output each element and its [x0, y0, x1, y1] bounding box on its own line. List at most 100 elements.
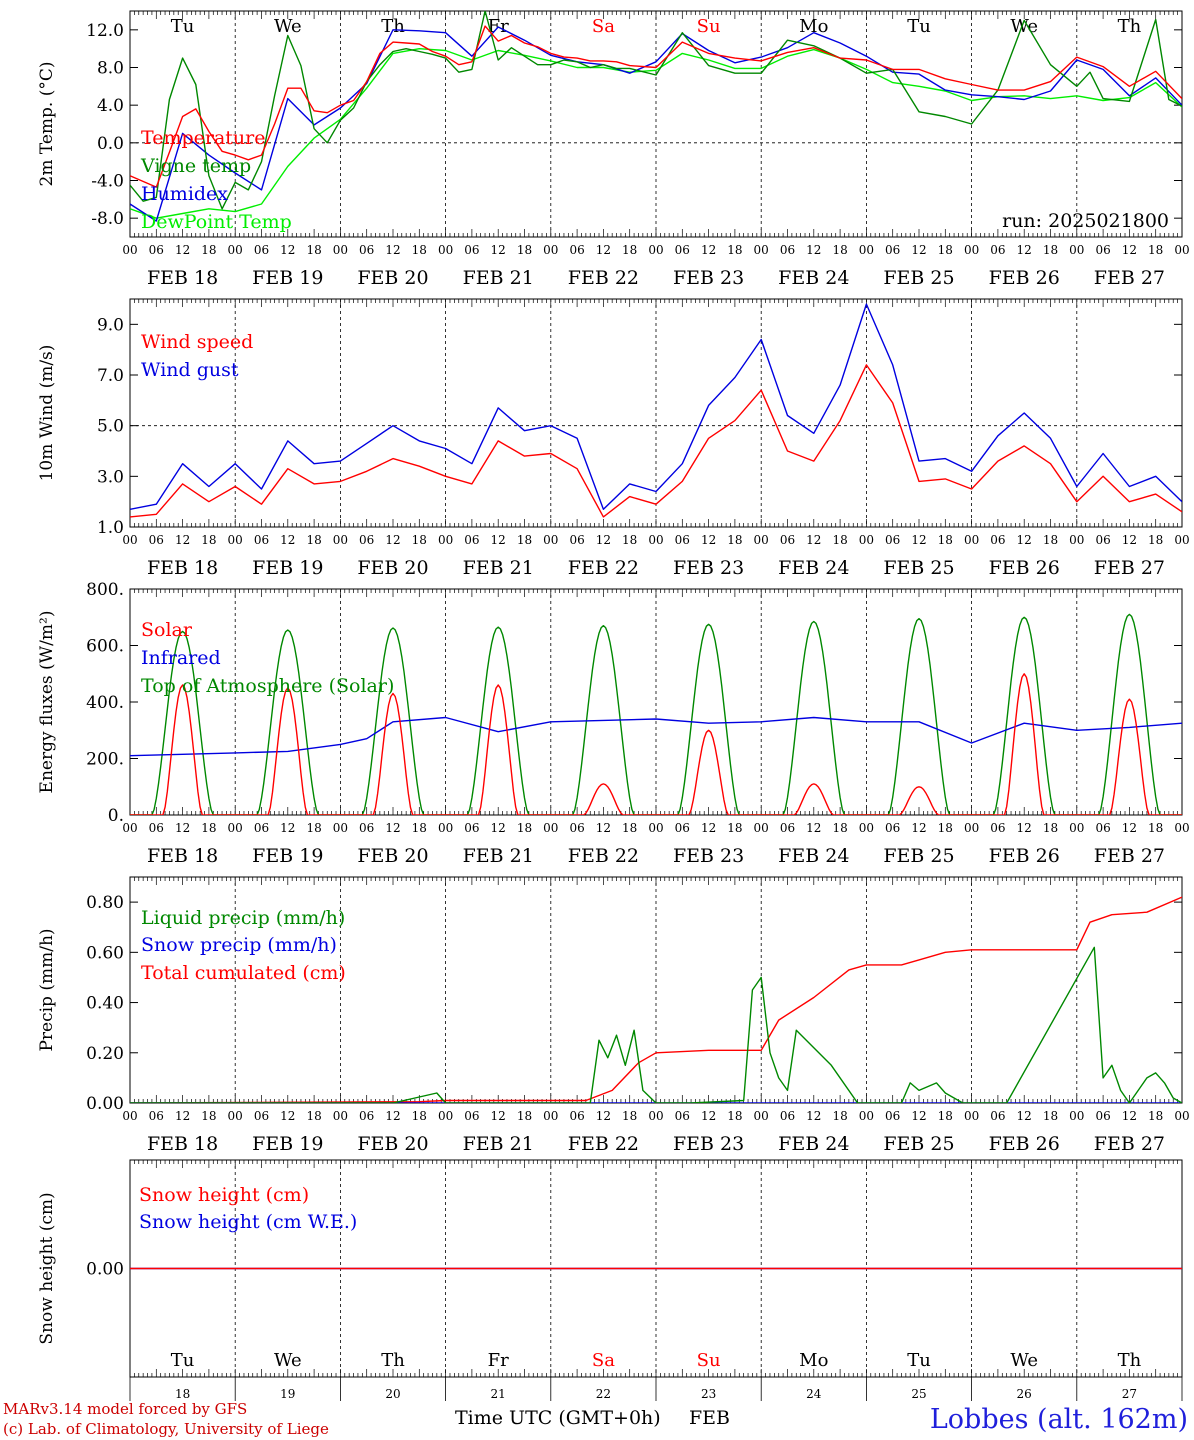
y-tick-label: 5.0: [97, 417, 124, 437]
legend-entry: Vigne temp: [140, 155, 251, 177]
month-label: FEB: [689, 1407, 730, 1429]
hour-label: 18: [832, 533, 847, 547]
hour-label: 00: [859, 243, 874, 257]
y-tick-label: -8.0: [91, 209, 124, 229]
hour-label: 12: [1122, 821, 1137, 835]
day-name: Th: [1118, 16, 1142, 37]
hour-label: 00: [122, 821, 137, 835]
day-number: 20: [385, 1387, 400, 1401]
hour-label: 12: [385, 533, 400, 547]
hour-label: 18: [412, 243, 427, 257]
hour-label: 12: [911, 1109, 926, 1123]
hour-label: 06: [885, 533, 900, 547]
hour-label: 00: [754, 821, 769, 835]
hour-label: 06: [149, 821, 164, 835]
hour-label: 06: [780, 533, 795, 547]
hour-label: 00: [1174, 1109, 1189, 1123]
y-tick-label: 9.0: [97, 315, 124, 335]
hour-label: 00: [1069, 533, 1084, 547]
day-name: Su: [697, 1350, 721, 1371]
hour-label: 06: [780, 1109, 795, 1123]
day-name: Tu: [907, 16, 931, 37]
date-label: FEB 20: [357, 557, 428, 579]
hour-label: 12: [175, 1109, 190, 1123]
legend-entry: DewPoint Temp: [141, 211, 292, 233]
date-label: FEB 22: [568, 845, 639, 867]
hour-label: 06: [780, 821, 795, 835]
hour-label: 12: [701, 821, 716, 835]
hour-label: 00: [333, 821, 348, 835]
series-group: [130, 303, 1182, 518]
hour-label: 00: [859, 1109, 874, 1123]
hour-label: 12: [1122, 243, 1137, 257]
hour-label: 18: [412, 821, 427, 835]
date-label: FEB 19: [252, 557, 323, 579]
hour-label: 12: [385, 243, 400, 257]
series-line-wind-gust: [130, 303, 1182, 510]
legend-entry: Snow height (cm): [139, 1184, 309, 1206]
date-label: FEB 24: [778, 1133, 849, 1155]
hour-label: 00: [1174, 821, 1189, 835]
x-axis-title: Time UTC (GMT+0h): [455, 1407, 661, 1429]
hour-label: 06: [464, 533, 479, 547]
hour-label: 18: [306, 243, 321, 257]
hour-label: 00: [333, 243, 348, 257]
date-label: FEB 19: [252, 267, 323, 289]
date-label: FEB 22: [568, 557, 639, 579]
date-label: FEB 26: [989, 557, 1060, 579]
hour-label: 00: [1069, 243, 1084, 257]
hour-label: 12: [1122, 1109, 1137, 1123]
panel-1: 12.0 8.0 4.0 0.0 -4.0 -8.0 2m Temp. (°C) 00 06 12…: [37, 10, 1190, 289]
date-label: FEB 27: [1094, 845, 1165, 867]
hour-label: 00: [1069, 1109, 1084, 1123]
y-tick-label: 0.00: [86, 1260, 124, 1280]
hour-label: 12: [701, 1109, 716, 1123]
panel-5: 0.00 Snow height (cm) Tu We Th Fr Sa Su Mo Tu We Th…: [37, 1159, 1183, 1401]
hour-label: 00: [648, 533, 663, 547]
day-number: 27: [1122, 1387, 1137, 1401]
hour-label: 12: [280, 821, 295, 835]
legend-entry: Wind speed: [141, 331, 253, 353]
day-name: Th: [381, 16, 405, 37]
date-label: FEB 18: [147, 1133, 218, 1155]
hour-label: 12: [596, 1109, 611, 1123]
hour-label: 00: [228, 533, 243, 547]
hour-label: 00: [228, 1109, 243, 1123]
hour-label: 18: [727, 243, 742, 257]
legend-entry: Total cumulated (cm): [141, 962, 346, 984]
hour-label: 18: [938, 1109, 953, 1123]
hour-label: 12: [1017, 821, 1032, 835]
hour-label: 00: [859, 533, 874, 547]
hour-label: 06: [675, 821, 690, 835]
date-label: FEB 23: [673, 267, 744, 289]
date-label: FEB 26: [989, 845, 1060, 867]
y-tick-label: 0.20: [86, 1044, 124, 1064]
hour-label: 18: [306, 1109, 321, 1123]
y-tick-label: 7.0: [97, 366, 124, 386]
hour-label: 18: [622, 533, 637, 547]
hour-label: 00: [964, 1109, 979, 1123]
hour-label: 06: [149, 533, 164, 547]
date-label: FEB 19: [252, 1133, 323, 1155]
hour-label: 00: [122, 1109, 137, 1123]
hour-label: 06: [359, 821, 374, 835]
hour-label: 18: [1148, 1109, 1163, 1123]
date-label: FEB 25: [883, 1133, 954, 1155]
hour-label: 00: [333, 533, 348, 547]
model-credit: MARv3.14 model forced by GFS: [3, 1400, 247, 1418]
hour-label: 06: [569, 533, 584, 547]
hour-label: 00: [1174, 243, 1189, 257]
hour-label: 18: [622, 821, 637, 835]
y-tick-label: 0.40: [86, 994, 124, 1014]
date-label: FEB 23: [673, 845, 744, 867]
series-line-top-of-atmosphere-solar: [130, 613, 1182, 815]
legend-entry: Solar: [141, 619, 193, 641]
day-name: Mo: [799, 16, 828, 37]
hour-label: 00: [648, 243, 663, 257]
hour-label: 06: [359, 533, 374, 547]
hour-label: 18: [727, 821, 742, 835]
hour-label: 12: [491, 821, 506, 835]
hour-label: 18: [1043, 821, 1058, 835]
hour-label: 06: [149, 1109, 164, 1123]
